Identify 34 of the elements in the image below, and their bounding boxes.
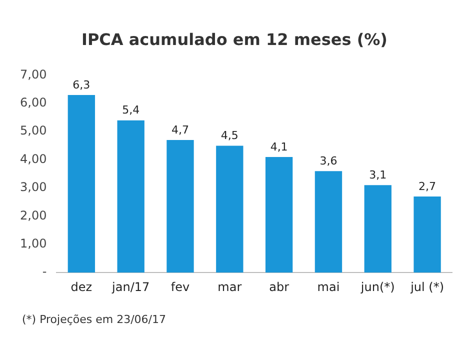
text: (*) Projeções em 23/06/17 bbox=[22, 313, 166, 326]
y-tick-label: - bbox=[42, 264, 47, 279]
bar bbox=[117, 120, 144, 273]
x-tick-label: mai bbox=[317, 280, 340, 294]
y-tick-label: 3,00 bbox=[20, 180, 47, 194]
y-tick-label: 2,00 bbox=[20, 208, 47, 222]
bar bbox=[68, 94, 96, 273]
y-tick-label: 4,00 bbox=[20, 152, 47, 166]
y-tick-label: 7,00 bbox=[20, 67, 47, 82]
bar bbox=[166, 140, 194, 273]
x-tick-label: abr bbox=[269, 280, 290, 294]
data-label: 2,7 bbox=[418, 180, 436, 193]
x-tick-label: mar bbox=[218, 280, 242, 294]
bar bbox=[314, 171, 342, 273]
x-tick-label: jun(*) bbox=[360, 280, 395, 294]
data-label: 3,6 bbox=[320, 154, 338, 168]
data-label: 6,3 bbox=[72, 78, 90, 92]
bar bbox=[216, 146, 244, 273]
x-tick-label: fev bbox=[170, 280, 190, 294]
x-tick-label: jul (*) bbox=[410, 280, 444, 294]
y-tick-label: 1,00 bbox=[20, 236, 47, 251]
data-label: 4,7 bbox=[171, 123, 189, 136]
y-tick-label: 5,00 bbox=[20, 124, 47, 138]
x-tick-label: dez bbox=[70, 280, 92, 294]
y-tick-label: 6,00 bbox=[20, 96, 47, 110]
chart-title: IPCA acumulado em 12 meses (%) bbox=[80, 30, 388, 49]
bar bbox=[265, 156, 293, 273]
bar bbox=[364, 185, 392, 273]
data-label: 4,1 bbox=[270, 140, 288, 154]
data-label: 4,5 bbox=[220, 129, 238, 142]
bar bbox=[414, 196, 441, 273]
x-tick-label: jan/17 bbox=[111, 280, 150, 294]
data-label: 3,1 bbox=[369, 168, 387, 182]
data-label: 5,4 bbox=[122, 104, 140, 117]
